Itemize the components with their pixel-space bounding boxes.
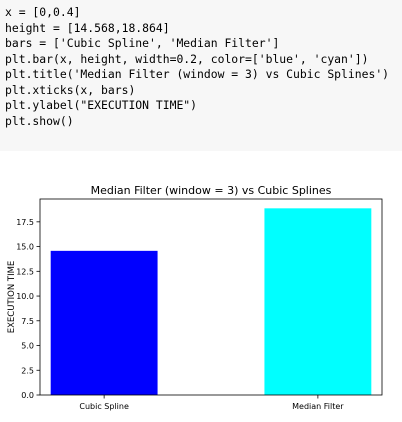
y-tick-label: 12.5 (16, 267, 34, 276)
bar-median-filter (264, 208, 372, 395)
y-tick-label: 10.0 (16, 292, 34, 301)
code-line-5: plt.title('Median Filter (window = 3) vs… (5, 67, 390, 81)
x-tick-label: Median Filter (292, 402, 344, 411)
y-tick-label: 7.5 (21, 317, 34, 326)
code-line-1: x = [0,0.4] (5, 5, 81, 19)
x-tick-label: Cubic Spline (79, 402, 129, 411)
code-line-4: plt.bar(x, height, width=0.2, color=['bl… (5, 51, 369, 66)
output-area: Median Filter (window = 3) vs Cubic Spli… (0, 151, 402, 417)
y-tick-label: 2.5 (21, 366, 34, 375)
bar-cubic-spline (50, 250, 158, 395)
code-line-7: plt.ylabel("EXECUTION TIME") (5, 98, 198, 112)
code-line-2: height = [14.568,18.864] (5, 20, 170, 35)
code-line-6: plt.xticks(x, bars) (5, 82, 136, 97)
y-tick-label: 0.0 (21, 391, 34, 400)
y-tick-label: 5.0 (21, 342, 34, 351)
y-axis-label: EXECUTION TIME (7, 261, 17, 334)
y-tick-label: 17.5 (16, 218, 34, 227)
code-cell[interactable]: x = [0,0.4] height = [14.568,18.864] bar… (0, 0, 402, 151)
y-tick-label: 15.0 (16, 243, 34, 252)
code-line-3: bars = ['Cubic Spline', 'Median Filter'] (5, 36, 280, 50)
plot-frame (39, 198, 383, 396)
code-line-8: plt.show() (5, 113, 74, 128)
bar-chart: Median Filter (window = 3) vs Cubic Spli… (7, 184, 383, 411)
chart-title: Median Filter (window = 3) vs Cubic Spli… (91, 184, 332, 197)
